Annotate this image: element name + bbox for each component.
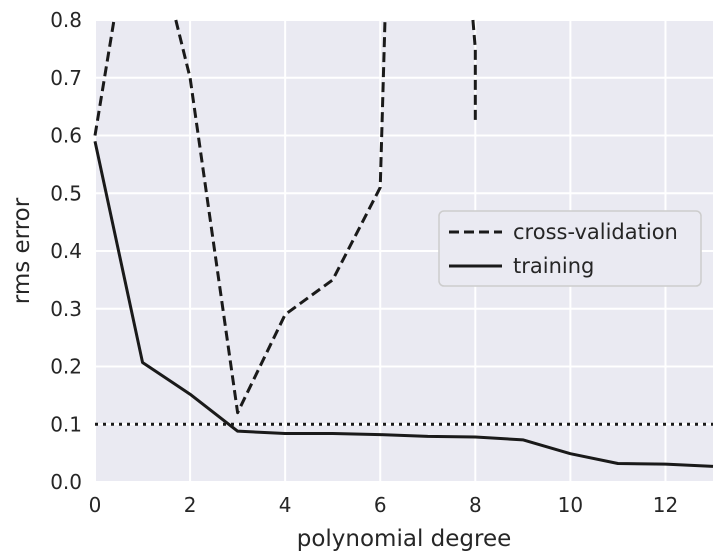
x-tick-label: 4 [279,493,292,517]
legend: cross-validation training [438,210,702,287]
cross-validation-line [471,19,477,124]
y-tick-label: 0.4 [50,239,82,263]
data-lines [93,19,714,468]
y-tick-label: 0.3 [50,297,82,321]
y-tick-label: 0.1 [50,412,82,436]
x-tick-label: 12 [653,493,678,517]
y-tick-label: 0.2 [50,355,82,379]
legend-box [438,210,702,287]
y-tick-label: 0.0 [50,470,82,494]
y-tick-label: 0.5 [50,181,82,205]
y-tick-label: 0.8 [50,8,82,32]
x-tick-label: 2 [184,493,197,517]
cross-validation-line [93,19,116,136]
cross-validation-line [174,19,387,415]
y-tick-label: 0.6 [50,124,82,148]
legend-training-label: training [513,254,594,278]
tick-labels: 0 2 4 6 8 10 12 0.0 0.1 0.2 0.3 0.4 0.5 0.6 0.7 0.8 [50,8,678,517]
x-tick-label: 8 [469,493,482,517]
gridlines [94,19,713,483]
x-tick-label: 6 [374,493,387,517]
y-axis-label: rms error [9,197,35,304]
x-tick-label: 10 [558,493,583,517]
legend-cross-validation-label: cross-validation [513,220,678,244]
training-line [93,140,714,468]
x-axis-label: polynomial degree [297,526,512,552]
x-tick-label: 0 [89,493,102,517]
y-tick-label: 0.7 [50,66,82,90]
